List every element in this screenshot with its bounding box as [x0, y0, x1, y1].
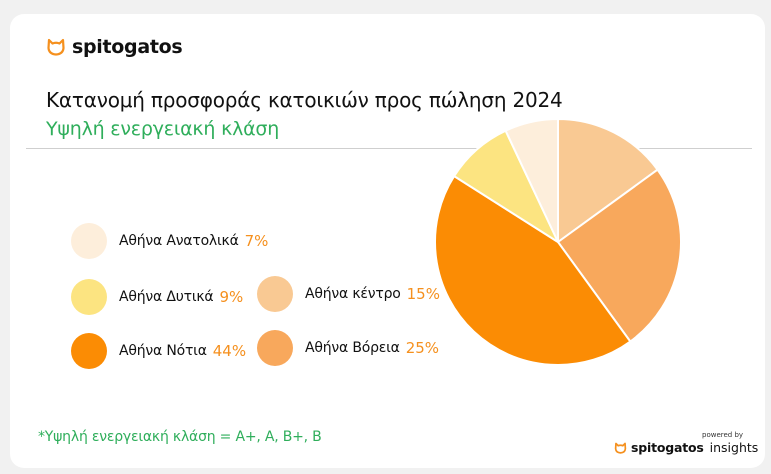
pie-slice [556, 168, 682, 343]
divider [26, 148, 752, 149]
legend-label: Αθήνα Βόρεια [305, 340, 400, 356]
legend-percent: 15% [406, 285, 440, 303]
legend-swatch [71, 279, 107, 315]
chart-subtitle: Υψηλή ενεργειακή κλάση [46, 118, 280, 140]
legend-label: Αθήνα Δυτικά [119, 289, 214, 305]
powered-by-label: powered by [702, 431, 744, 439]
legend-swatch [71, 333, 107, 369]
legend-swatch [257, 330, 293, 366]
legend-item-athens-center: Αθήνα κέντρο 15% [257, 276, 440, 312]
brand-name: spitogatos [72, 36, 183, 58]
pie-slice [504, 117, 559, 243]
legend-item-athens-south: Αθήνα Νότια 44% [71, 333, 246, 369]
legend-swatch [71, 223, 107, 259]
pie-slice [557, 117, 659, 244]
footer-logo: spitogatos insights [614, 440, 758, 455]
legend-percent: 44% [212, 342, 247, 360]
legend-item-athens-west: Αθήνα Δυτικά 9% [71, 279, 243, 315]
footnote: *Υψηλή ενεργειακή κλάση = Α+, Α, Β+, Β [38, 429, 322, 445]
brand-logo: spitogatos [46, 36, 183, 58]
legend-swatch [257, 276, 293, 312]
cat-face-icon [614, 442, 627, 454]
legend-percent: 25% [405, 339, 440, 357]
pie-slice [434, 174, 632, 366]
legend-label: Αθήνα Ανατολικά [119, 233, 239, 249]
legend-label: Αθήνα Νότια [119, 343, 207, 359]
legend-percent: 7% [244, 232, 269, 250]
legend-item-athens-north: Αθήνα Βόρεια 25% [257, 330, 439, 366]
chart-title: Κατανομή προσφοράς κατοικιών προς πώληση… [46, 88, 563, 112]
cat-face-icon [47, 38, 65, 56]
pie-chart [434, 117, 682, 366]
footer-product: insights [709, 440, 759, 455]
footer-brand: spitogatos [631, 440, 704, 455]
legend-label: Αθήνα κέντρο [305, 286, 401, 302]
legend-percent: 9% [219, 288, 244, 306]
legend-item-athens-east: Αθήνα Ανατολικά 7% [71, 223, 268, 259]
